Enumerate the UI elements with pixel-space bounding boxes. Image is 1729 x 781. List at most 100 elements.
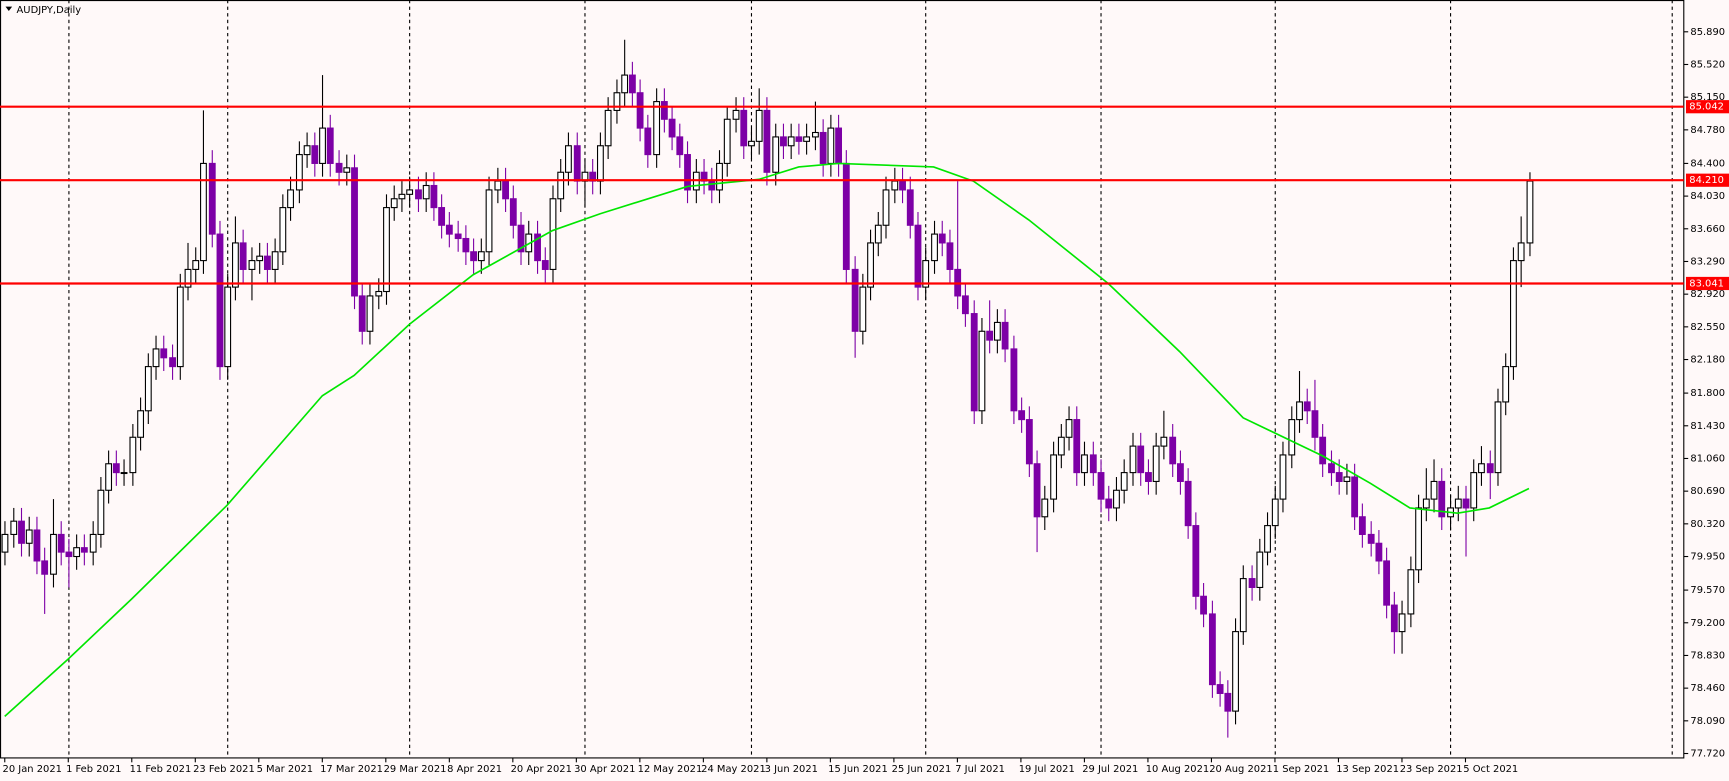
candle-body (812, 131, 819, 138)
y-tick-label: 78.090 (1690, 716, 1725, 727)
x-tick-label: 20 Aug 2021 (1209, 764, 1272, 775)
candle-body (160, 348, 168, 359)
candle-body (938, 233, 946, 244)
candle-body (80, 547, 88, 553)
x-tick-label: 1 Sep 2021 (1273, 764, 1330, 775)
candle-body (922, 260, 930, 288)
candle-body (604, 109, 612, 147)
candle-body (97, 489, 105, 535)
y-tick-label: 84.030 (1690, 191, 1725, 202)
candle-body (565, 145, 572, 173)
candle-body (415, 189, 422, 200)
candle-body (1025, 419, 1033, 465)
candle-body (343, 167, 351, 173)
candle-body (874, 224, 882, 244)
candle-body (660, 101, 668, 120)
candle-body (549, 198, 557, 270)
candle-body (534, 233, 541, 262)
candle-body (732, 109, 740, 120)
candle-body (1517, 242, 1525, 262)
candle-body (1160, 436, 1168, 447)
y-tick-label: 84.780 (1690, 125, 1725, 136)
candle-body (1184, 480, 1192, 527)
candle-body (748, 140, 755, 147)
candle-body (470, 251, 478, 262)
candle-body (1502, 366, 1510, 403)
y-tick-label: 83.660 (1690, 224, 1725, 235)
candle-body (1390, 604, 1398, 633)
candle-body (1454, 498, 1462, 509)
candle-body (835, 127, 843, 164)
candle-body (287, 189, 294, 209)
candle-body (129, 436, 137, 474)
y-tick-label: 83.290 (1690, 256, 1725, 267)
candle-body (73, 547, 81, 558)
candle-body (795, 136, 803, 142)
candle-body (1510, 260, 1517, 368)
candle-body (1470, 472, 1478, 509)
candle-body (1351, 476, 1359, 518)
candle-body (1335, 472, 1343, 482)
candle-body (1065, 419, 1073, 438)
candle-body (1271, 498, 1279, 527)
candle-body (882, 189, 890, 226)
candle-body (644, 127, 652, 156)
candle-body (1192, 525, 1200, 597)
candle-body (557, 171, 565, 200)
candle-body (931, 233, 938, 262)
candle-body (502, 180, 509, 200)
candle-body (50, 533, 57, 575)
candle-body (1478, 463, 1485, 474)
y-tick-label: 77.720 (1690, 749, 1725, 760)
candle-body (438, 207, 446, 226)
candle-body (1462, 498, 1470, 509)
candle-body (541, 260, 549, 270)
candle-body (1343, 476, 1351, 482)
candle-body (1296, 401, 1303, 421)
y-tick-label: 79.950 (1690, 552, 1725, 563)
candle-body (1113, 489, 1120, 509)
candle-body (1129, 445, 1137, 474)
candle-body (573, 145, 581, 182)
x-tick-label: 15 Jun 2021 (828, 764, 888, 775)
candle-body (263, 255, 271, 270)
candle-body (1303, 401, 1311, 412)
candle-body (430, 184, 438, 209)
y-tick-label: 81.800 (1690, 388, 1725, 399)
candle-body (295, 154, 303, 191)
y-tick-label: 85.520 (1690, 59, 1725, 70)
candle-body (906, 189, 914, 226)
candle-body (970, 313, 978, 412)
candle-body (978, 330, 986, 412)
candle-body (1311, 410, 1319, 438)
candle-body (1239, 578, 1247, 633)
level-label: 83.041 (1689, 278, 1724, 289)
x-tick-label: 20 Apr 2021 (511, 764, 572, 775)
candle-body (1526, 180, 1534, 244)
level-label: 84.210 (1689, 175, 1724, 186)
candle-body (787, 136, 795, 147)
candle-body (1494, 401, 1502, 474)
candle-body (326, 127, 334, 164)
y-tick-label: 81.060 (1690, 453, 1725, 464)
y-tick-label: 84.400 (1690, 158, 1725, 169)
candle-body (375, 290, 383, 297)
candle-body (621, 74, 629, 94)
candle-body (668, 118, 676, 138)
x-tick-label: 5 Oct 2021 (1463, 764, 1518, 775)
candle-body (1097, 472, 1105, 500)
candle-body (763, 109, 771, 173)
y-tick-label: 82.920 (1690, 289, 1725, 300)
candle-body (517, 224, 525, 253)
x-tick-label: 23 Feb 2021 (193, 764, 255, 775)
candle-body (477, 251, 485, 262)
candle-body (1407, 569, 1415, 615)
y-tick-label: 82.550 (1690, 322, 1725, 333)
candle-body (485, 189, 493, 253)
candle-body (891, 180, 899, 191)
candle-body (1208, 613, 1216, 686)
y-tick-label: 85.150 (1690, 92, 1725, 103)
candle-body (1120, 472, 1128, 491)
candle-body (1375, 542, 1383, 562)
level-label-box (1685, 100, 1729, 114)
